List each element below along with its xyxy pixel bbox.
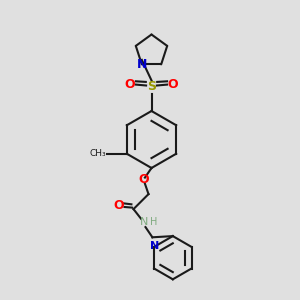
- Text: O: O: [168, 77, 178, 91]
- Text: O: O: [113, 199, 124, 212]
- Text: H: H: [150, 217, 157, 227]
- Text: O: O: [138, 172, 149, 186]
- Text: N: N: [140, 217, 148, 227]
- Text: N: N: [150, 241, 159, 251]
- Text: CH₃: CH₃: [89, 149, 106, 158]
- Text: S: S: [147, 80, 156, 94]
- Text: O: O: [124, 77, 135, 91]
- Text: N: N: [136, 58, 147, 71]
